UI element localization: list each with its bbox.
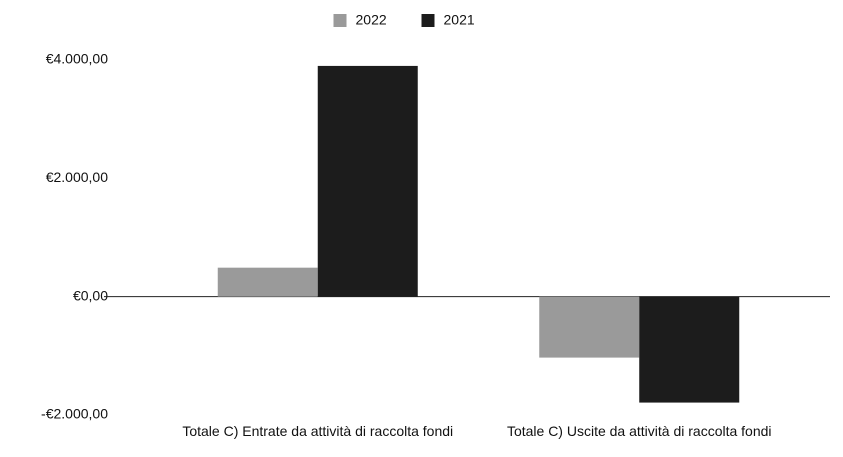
x-tick-label: Totale C) Uscite da attività di raccolta… — [506, 423, 772, 439]
legend-label: 2021 — [444, 12, 475, 28]
bar — [639, 296, 740, 403]
y-tick-label: €4.000,00 — [46, 51, 108, 67]
legend-label: 2022 — [356, 12, 387, 28]
legend-swatch — [333, 14, 347, 27]
y-tick-label: €2.000,00 — [46, 169, 108, 185]
y-tick-label: €0,00 — [73, 287, 108, 303]
bar — [217, 267, 318, 297]
x-tick-label: Totale C) Entrate da attività di raccolt… — [182, 423, 454, 439]
bar — [539, 296, 640, 358]
legend-swatch — [421, 14, 435, 27]
y-tick-label: -€2.000,00 — [41, 406, 108, 422]
bar — [317, 65, 418, 297]
